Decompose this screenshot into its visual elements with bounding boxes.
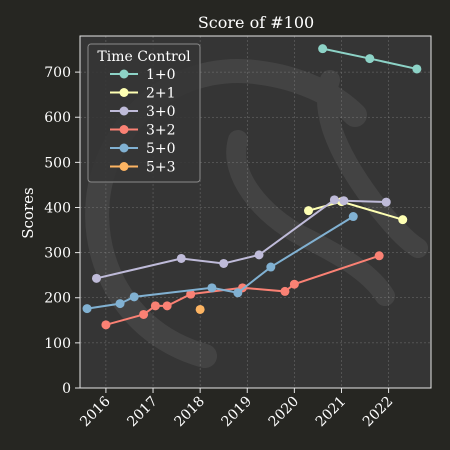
y-tick-label: 100 xyxy=(44,336,71,352)
y-tick-label: 0 xyxy=(62,381,71,397)
data-point-5-plus-0 xyxy=(82,304,92,314)
series-3-plus-2 xyxy=(101,251,384,330)
y-axis: 0 100 200 300 400 500 600 700 xyxy=(44,65,80,397)
legend-swatch-marker xyxy=(119,125,129,134)
legend-item-3-plus-0: 3+0 xyxy=(110,104,176,120)
data-point-3-plus-0 xyxy=(254,250,264,260)
data-point-3-plus-0 xyxy=(91,273,101,283)
legend-title: Time Control xyxy=(97,49,191,65)
chart-title: Score of #100 xyxy=(198,13,314,32)
data-point-3-plus-2 xyxy=(374,251,384,261)
legend-item-1-plus-0: 1+0 xyxy=(110,67,176,83)
legend-item-5-plus-0: 5+0 xyxy=(110,141,176,157)
legend-label: 2+1 xyxy=(146,86,176,102)
data-point-5-plus-0 xyxy=(266,262,276,272)
y-tick-label: 300 xyxy=(44,246,71,262)
series-5-plus-0 xyxy=(82,212,358,314)
series-layer xyxy=(82,44,422,330)
data-point-5-plus-0 xyxy=(129,292,139,302)
legend-label: 3+0 xyxy=(146,104,176,120)
data-point-3-plus-0 xyxy=(329,195,339,205)
y-axis-label: Scores xyxy=(19,187,37,238)
data-point-2-plus-1 xyxy=(304,206,314,216)
data-point-5-plus-0 xyxy=(115,299,125,309)
data-point-5-plus-0 xyxy=(207,283,217,293)
data-point-1-plus-0 xyxy=(318,44,328,54)
plot-frame xyxy=(79,35,432,389)
legend-label: 5+3 xyxy=(146,160,176,176)
y-tick-label: 600 xyxy=(44,110,71,126)
data-point-3-plus-0 xyxy=(176,253,186,263)
gridlines xyxy=(80,36,431,389)
legend-label: 5+0 xyxy=(146,141,176,157)
data-point-5-plus-3 xyxy=(195,304,205,314)
legend-swatch-marker xyxy=(119,162,129,171)
legend-label: 3+2 xyxy=(146,123,176,139)
data-point-3-plus-0 xyxy=(381,197,391,207)
legend-swatch-marker xyxy=(119,69,129,79)
data-point-5-plus-0 xyxy=(233,288,243,298)
legend-item-2-plus-1: 2+1 xyxy=(110,86,176,102)
legend-swatch-marker xyxy=(119,88,129,97)
data-point-3-plus-2 xyxy=(280,286,290,296)
legend-items: 1+0 2+1 3+0 3+2 5+0 5+3 xyxy=(110,67,176,176)
y-tick-label: 500 xyxy=(44,155,71,171)
data-point-3-plus-2 xyxy=(162,301,172,311)
legend-swatch-marker xyxy=(119,106,129,116)
data-point-3-plus-2 xyxy=(101,320,111,330)
data-point-3-plus-0 xyxy=(219,258,229,268)
y-tick-label: 400 xyxy=(44,200,71,216)
data-point-3-plus-2 xyxy=(289,279,299,289)
y-tick-label: 200 xyxy=(44,291,71,307)
data-point-3-plus-2 xyxy=(150,301,160,311)
legend-item-3-plus-2: 3+2 xyxy=(110,123,176,139)
data-point-3-plus-2 xyxy=(139,309,149,319)
legend-label: 1+0 xyxy=(146,67,176,83)
data-point-1-plus-0 xyxy=(412,64,422,74)
series-3-plus-0 xyxy=(91,195,391,283)
data-point-1-plus-0 xyxy=(365,54,375,64)
data-point-5-plus-0 xyxy=(348,212,358,222)
series-5-plus-3 xyxy=(195,304,205,314)
legend-item-5-plus-3: 5+3 xyxy=(110,160,176,176)
series-1-plus-0 xyxy=(318,44,422,74)
data-point-2-plus-1 xyxy=(398,215,408,225)
legend: Time Control 1+0 2+1 3+0 3+2 5+0 5+3 xyxy=(87,43,201,183)
data-point-3-plus-0 xyxy=(339,196,349,206)
legend-swatch-marker xyxy=(119,143,129,153)
data-point-3-plus-2 xyxy=(186,289,196,299)
y-tick-label: 700 xyxy=(44,65,71,81)
